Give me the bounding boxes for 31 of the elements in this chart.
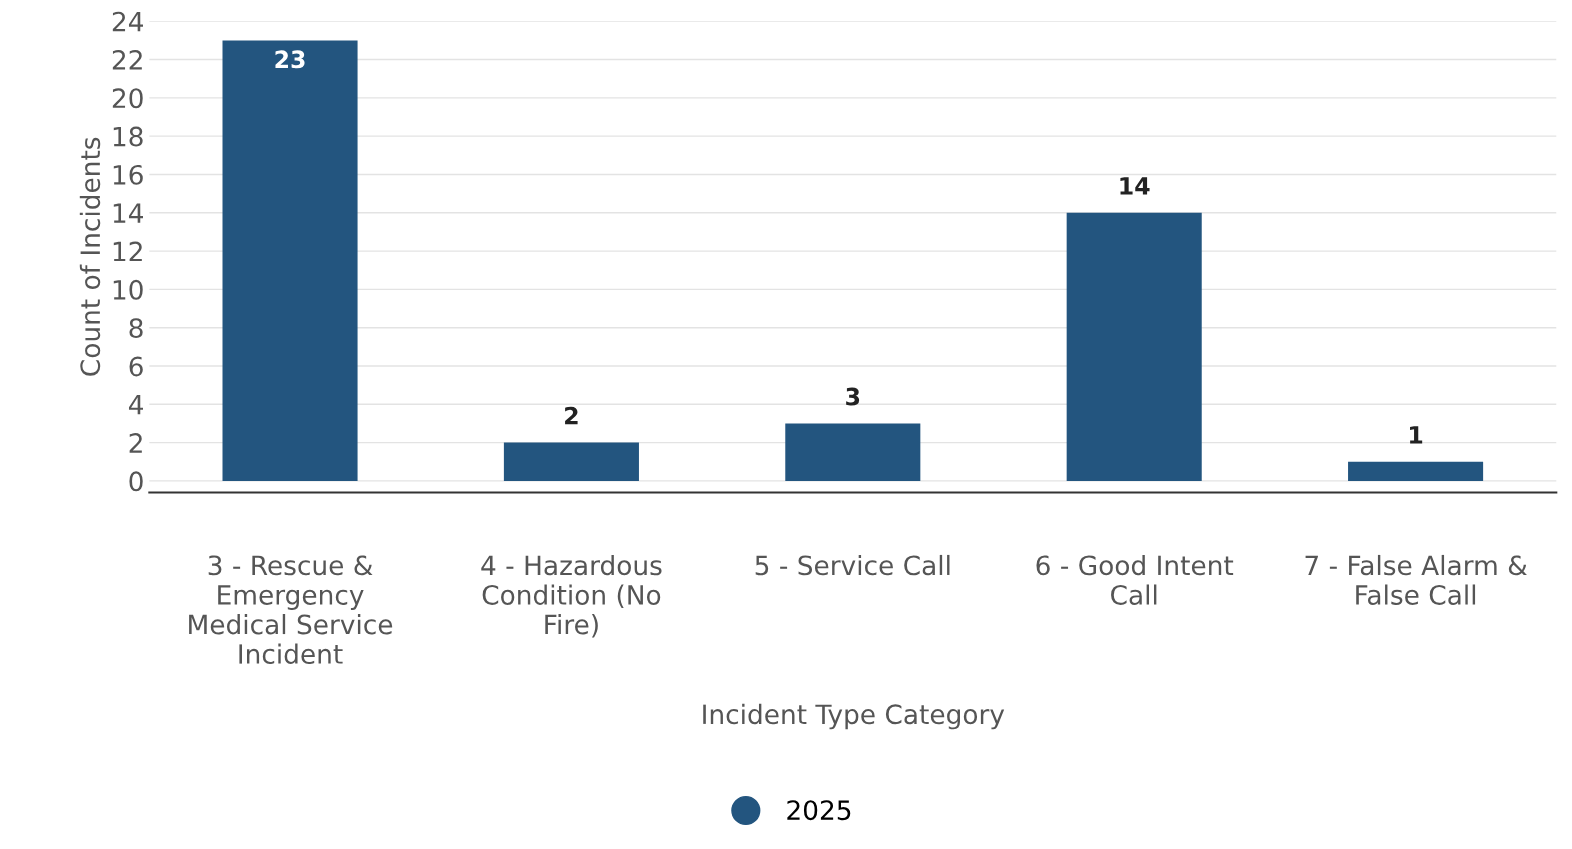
bar bbox=[503, 442, 639, 481]
bar bbox=[222, 40, 358, 481]
y-tick-label: 12 bbox=[113, 241, 142, 262]
legend-label: 2025 bbox=[787, 800, 851, 821]
y-tick-label: 20 bbox=[112, 88, 143, 109]
x-tick-label: 5 - Service Call bbox=[755, 554, 950, 576]
x-tick-label: 3 - Rescue & Emergency Medical Service Incident bbox=[189, 555, 393, 664]
y-tick-label: 4 bbox=[128, 395, 143, 415]
y-tick-label: 18 bbox=[113, 126, 143, 147]
y-tick-label: 14 bbox=[113, 203, 143, 223]
bar bbox=[1348, 461, 1484, 481]
y-tick-label: 8 bbox=[129, 318, 143, 339]
x-tick-label: 6 - Good Intent Call bbox=[1036, 554, 1234, 605]
x-axis-title: Incident Type Category bbox=[703, 703, 1005, 730]
data-label: 23 bbox=[275, 50, 305, 69]
y-tick-label: 6 bbox=[129, 356, 143, 377]
data-label: 3 bbox=[846, 387, 860, 406]
y-tick-label: 0 bbox=[129, 471, 143, 492]
data-label: 14 bbox=[1120, 177, 1150, 195]
x-tick-label: 4 - Hazardous Condition (No Fire) bbox=[481, 554, 662, 638]
bar bbox=[785, 423, 921, 481]
x-tick-label: 7 - False Alarm & False Call bbox=[1305, 554, 1527, 605]
y-tick-label: 22 bbox=[112, 49, 142, 70]
y-tick-label: 10 bbox=[113, 279, 143, 300]
data-label: 1 bbox=[1410, 426, 1423, 444]
y-axis-title: Count of Incidents bbox=[79, 137, 101, 376]
y-tick-label: 2 bbox=[129, 433, 142, 453]
y-tick-label: 24 bbox=[112, 11, 143, 32]
bar bbox=[1066, 212, 1202, 481]
y-tick-label: 16 bbox=[113, 164, 143, 185]
data-label: 2 bbox=[565, 406, 578, 425]
